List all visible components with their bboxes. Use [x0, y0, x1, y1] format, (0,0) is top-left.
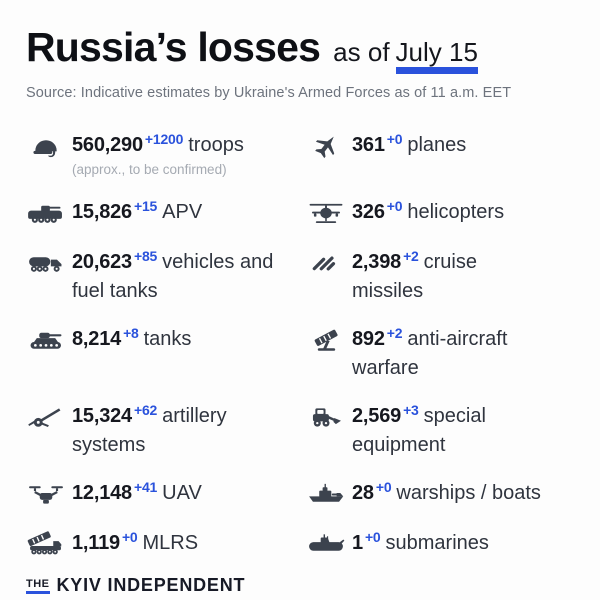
apv-icon [26, 199, 72, 228]
tank-icon [26, 326, 72, 355]
stat-delta: +2 [386, 325, 403, 341]
stat-value: 2,569 [352, 405, 402, 427]
artillery-icon [26, 403, 72, 432]
page-title: Russia’s losses [26, 24, 321, 70]
stat-label: helicopters [407, 201, 505, 223]
stat-planes: 361 +0 planes [306, 131, 576, 161]
stat-label: MLRS [142, 532, 199, 554]
stat-delta: +0 [375, 479, 392, 495]
anti-aircraft-icon [306, 326, 352, 355]
stat-apv: 15,826 +15 APV [26, 198, 296, 228]
stat-label: tanks [143, 328, 192, 350]
warship-icon [306, 480, 352, 509]
header: Russia’s losses as of July 15 Source: Ind… [26, 24, 576, 101]
stat-note: (approx., to be confirmed) [72, 162, 227, 177]
stat-value: 28 [352, 482, 374, 504]
stat-mlrs: 1,119 +0 MLRS [26, 529, 296, 559]
brand-logo: THE KYIV INDEPENDENT [26, 575, 576, 596]
stat-troops: 560,290 +1200 troops (approx., to be confi… [26, 131, 296, 178]
asof-date: July 15 [395, 39, 478, 74]
stat-label: vehicles and fuel tanks [72, 251, 274, 302]
stat-value: 15,324 [72, 405, 132, 427]
source-line: Source: Indicative estimates by Ukraine'… [26, 85, 512, 101]
stat-delta: +15 [133, 198, 158, 214]
stat-value: 1 [352, 532, 363, 554]
stat-artillery: 15,324 +62 artillery systems [26, 402, 296, 459]
stat-value: 326 [352, 201, 385, 223]
stat-value: 1,119 [72, 532, 120, 554]
stat-value: 560,290 [72, 134, 143, 156]
stat-value: 8,214 [72, 328, 122, 350]
stat-value: 361 [352, 134, 385, 156]
cruise-missiles-icon [306, 249, 352, 278]
stat-delta: +0 [386, 198, 403, 214]
stat-delta: +41 [133, 479, 158, 495]
stat-anti-aircraft: 892 +2 anti-aircraft warfare [306, 325, 576, 382]
stat-label: warships / boats [396, 482, 541, 504]
stat-value: 15,826 [72, 201, 132, 223]
stat-label: cruise missiles [352, 251, 477, 302]
stat-value: 20,623 [72, 251, 132, 273]
stat-vehicles: 20,623 +85 vehicles and fuel tanks [26, 248, 296, 305]
helmet-icon [26, 132, 72, 161]
special-equipment-icon [306, 403, 352, 432]
stat-delta: +85 [133, 248, 158, 264]
stat-delta: +8 [123, 325, 139, 341]
stat-label: APV [162, 201, 203, 223]
stat-label: submarines [385, 532, 489, 554]
stat-delta: +0 [121, 529, 138, 545]
asof-prefix: as of [333, 37, 390, 67]
fuel-truck-icon [26, 249, 72, 278]
stat-delta: +1200 [144, 131, 184, 147]
asof-text: as of July 15 [333, 37, 478, 74]
stat-helicopters: 326 +0 helicopters [306, 198, 576, 228]
stat-label: planes [407, 134, 467, 156]
stat-delta: +0 [364, 529, 381, 545]
stat-label: UAV [162, 482, 202, 504]
brand-name: KYIV INDEPENDENT [56, 575, 246, 595]
stat-value: 892 [352, 328, 385, 350]
helicopter-icon [306, 199, 352, 228]
stat-label: artillery systems [72, 405, 227, 456]
stat-delta: +3 [403, 402, 419, 418]
stat-label: troops [188, 134, 244, 156]
title-row: Russia’s losses as of July 15 [26, 24, 576, 74]
stat-value: 12,148 [72, 482, 132, 504]
stat-delta: +62 [133, 402, 158, 418]
fighter-jet-icon [306, 132, 352, 161]
uav-icon [26, 480, 72, 509]
stat-tanks: 8,214 +8 tanks [26, 325, 296, 355]
submarine-icon [306, 530, 352, 559]
stat-delta: +0 [386, 131, 403, 147]
stat-label: special equipment [352, 405, 486, 456]
brand-the: THE [26, 578, 50, 594]
stat-uav: 12,148 +41 UAV [26, 479, 296, 509]
mlrs-icon [26, 530, 72, 559]
stat-special-equipment: 2,569 +3 special equipment [306, 402, 576, 459]
stat-value: 2,398 [352, 251, 402, 273]
stats-grid: 560,290 +1200 troops (approx., to be confi… [26, 131, 576, 559]
stat-label: anti-aircraft warfare [352, 328, 508, 379]
stat-delta: +2 [403, 248, 419, 264]
stat-submarines: 1 +0 submarines [306, 529, 576, 559]
stat-cruise-missiles: 2,398 +2 cruise missiles [306, 248, 576, 305]
stat-warships: 28 +0 warships / boats [306, 479, 576, 509]
